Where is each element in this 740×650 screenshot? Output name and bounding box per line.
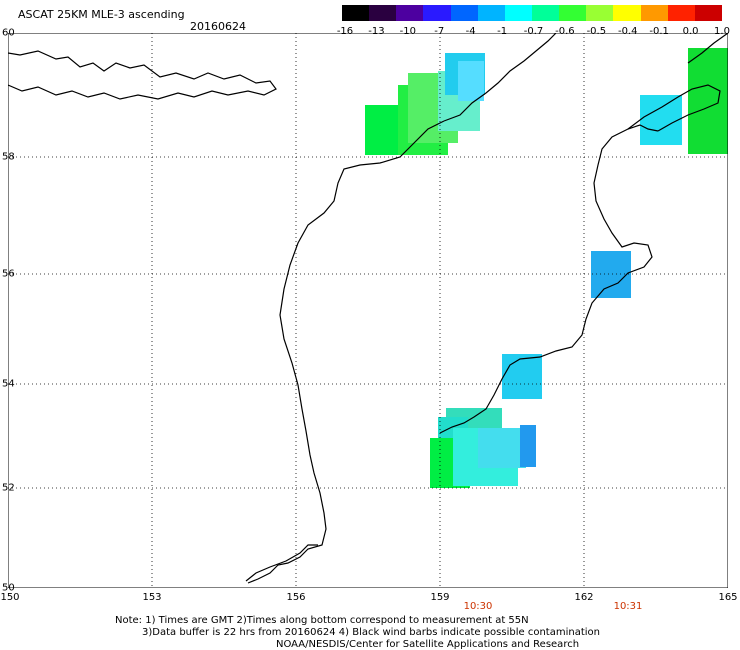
- wind-map: [8, 33, 728, 588]
- latitude-label: 52: [2, 482, 15, 494]
- color-bar-segment: [369, 5, 397, 21]
- color-bar: [342, 5, 722, 21]
- swath-patch: [458, 61, 484, 101]
- swath-patch: [688, 48, 728, 154]
- color-bar-label: -1: [497, 26, 508, 37]
- latitude-label: 60: [2, 27, 15, 39]
- color-bar-label: 0.0: [682, 26, 699, 37]
- color-bar-label: -0.7: [523, 26, 544, 37]
- longitude-label: 150: [0, 592, 20, 603]
- swath-patch: [591, 251, 631, 298]
- color-bar-segment: [504, 5, 532, 21]
- color-bar-label: -0.4: [617, 26, 638, 37]
- coastline: [8, 33, 728, 584]
- color-bar-segment: [423, 5, 451, 21]
- color-bar-label: -0.6: [555, 26, 575, 37]
- longitude-label: 165: [718, 592, 738, 603]
- latitude-label: 56: [2, 268, 15, 280]
- note-line-1: Note: 1) Times are GMT 2)Times along bot…: [115, 615, 529, 626]
- color-bar-segment: [531, 5, 560, 21]
- longitude-label: 156: [286, 592, 306, 603]
- color-bar-segment: [396, 5, 424, 21]
- longitude-label: 153: [142, 592, 162, 603]
- map-date: 20160624: [190, 20, 246, 33]
- swath-patch: [640, 95, 682, 145]
- color-bar-label: -0.1: [649, 26, 669, 37]
- note-line-3: NOAA/NESDIS/Center for Satellite Applica…: [276, 639, 580, 650]
- time-label: 10:31: [613, 601, 643, 612]
- swath-patch: [520, 425, 536, 467]
- color-bar-segment: [694, 5, 722, 21]
- color-bar-label: 1.0: [714, 26, 730, 37]
- note-line-2: 3)Data buffer is 22 hrs from 20160624 4)…: [142, 627, 600, 638]
- latitude-label: 50: [2, 582, 15, 594]
- color-bar-label: -16: [336, 26, 354, 37]
- color-bar-segment: [342, 5, 370, 21]
- color-bar-segment: [640, 5, 668, 21]
- color-bar-label: -13: [368, 26, 385, 37]
- map-title: ASCAT 25KM MLE-3 ascending: [18, 8, 185, 21]
- swath-patch: [502, 354, 542, 399]
- latitude-label: 58: [2, 151, 15, 163]
- color-bar-segment: [586, 5, 614, 21]
- color-bar-segment: [450, 5, 478, 21]
- color-bar-label: -10: [399, 26, 416, 37]
- color-bar-segment: [559, 5, 587, 21]
- time-label: 10:30: [463, 601, 493, 612]
- longitude-label: 159: [430, 592, 450, 603]
- color-bar-label: -0.5: [586, 26, 607, 37]
- swath-patches: [365, 48, 728, 488]
- swath-patch: [478, 428, 526, 468]
- color-bar-segment: [667, 5, 695, 21]
- lat-lon-grid: [8, 33, 728, 588]
- color-bar-label: -7: [434, 26, 445, 37]
- color-bar-label: -4: [465, 26, 476, 37]
- color-bar-segment: [613, 5, 641, 21]
- longitude-label: 162: [574, 592, 594, 603]
- latitude-label: 54: [2, 378, 15, 390]
- color-bar-segment: [477, 5, 505, 21]
